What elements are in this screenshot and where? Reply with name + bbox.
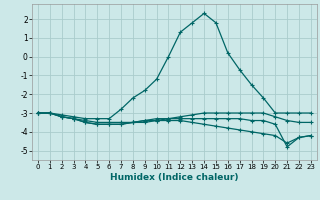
X-axis label: Humidex (Indice chaleur): Humidex (Indice chaleur) [110,173,239,182]
